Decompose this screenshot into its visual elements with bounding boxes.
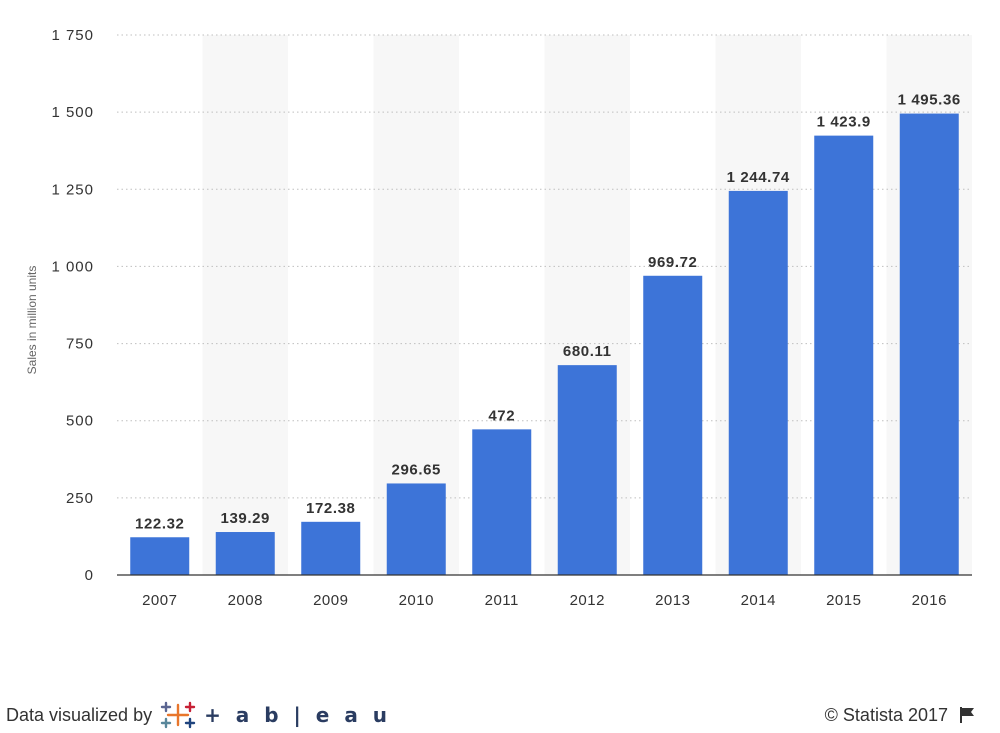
bar[interactable] — [557, 365, 617, 575]
y-tick-label: 1 250 — [51, 181, 94, 198]
copyright-text[interactable]: © Statista 2017 — [824, 704, 948, 725]
bar[interactable] — [472, 429, 532, 575]
background-band — [202, 35, 288, 575]
x-tick-label: 2011 — [485, 592, 519, 609]
tableau-wordmark[interactable]: + a b | e a u — [204, 703, 392, 727]
y-tick-label: 1 000 — [51, 258, 94, 275]
footer-credit: Data visualized by + a b | e a u — [6, 698, 391, 732]
bar[interactable] — [215, 532, 275, 575]
bar[interactable] — [130, 537, 190, 575]
bar[interactable] — [301, 521, 361, 575]
y-tick-label: 1 750 — [51, 27, 94, 44]
x-tick-label: 2010 — [399, 592, 434, 609]
data-label: 122.32 — [135, 515, 184, 532]
bar[interactable] — [899, 113, 959, 575]
bar[interactable] — [728, 190, 788, 575]
credit-text: Data visualized by — [6, 704, 153, 725]
x-tick-label: 2013 — [655, 592, 690, 609]
data-label: 139.29 — [221, 510, 270, 527]
flag-icon[interactable] — [958, 706, 976, 724]
data-label: 680.11 — [563, 343, 612, 360]
data-label: 172.38 — [306, 500, 355, 517]
data-label: 1 244.74 — [727, 169, 790, 186]
x-tick-label: 2015 — [826, 592, 861, 609]
data-label: 1 495.36 — [898, 92, 961, 109]
x-tick-label: 2007 — [142, 592, 177, 609]
y-axis-ticks: 0 250 500 750 1 000 1 250 1 500 1 750 — [51, 27, 94, 584]
x-tick-label: 2014 — [741, 592, 776, 609]
y-tick-label: 250 — [66, 490, 94, 507]
x-tick-label: 2008 — [228, 592, 263, 609]
bar[interactable] — [814, 135, 874, 576]
x-tick-label: 2012 — [570, 592, 605, 609]
data-label: 969.72 — [648, 254, 697, 271]
bar[interactable] — [386, 483, 446, 575]
x-tick-label: 2016 — [912, 592, 947, 609]
bar[interactable] — [643, 275, 703, 575]
data-label: 1 423.9 — [817, 114, 871, 131]
y-tick-label: 750 — [66, 336, 94, 353]
data-label: 472 — [488, 407, 515, 424]
y-tick-label: 1 500 — [51, 104, 94, 121]
y-axis-title: Sales in million units — [25, 266, 39, 375]
data-label: 296.65 — [392, 461, 441, 478]
footer-copyright: © Statista 2017 — [825, 698, 976, 732]
y-tick-label: 500 — [66, 413, 94, 430]
x-tick-label: 2009 — [313, 592, 348, 609]
y-tick-label: 0 — [85, 567, 94, 584]
bars — [130, 113, 959, 576]
tableau-logo-icon[interactable] — [160, 700, 196, 730]
x-axis-ticks: 2007 2008 2009 2010 2011 2012 2013 2014 2015 2016 — [142, 592, 947, 609]
bar-chart: 0 250 500 750 1 000 1 250 1 500 1 750 122.32 139… — [25, 27, 972, 609]
data-labels: 122.32 139.29 172.38 296.65 472 680.11 969.72 1… — [135, 92, 961, 533]
